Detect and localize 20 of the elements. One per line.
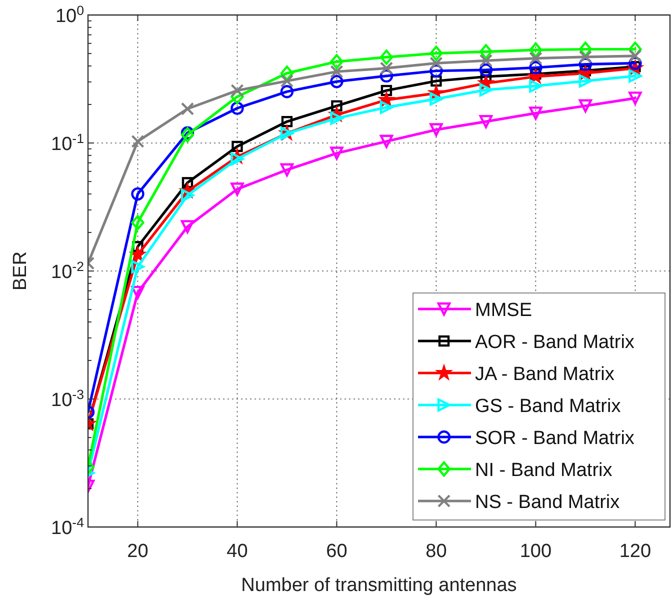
x-axis-title: Number of transmitting antennas — [241, 575, 517, 596]
y-tick-label: 10$^{-2}$ — [51, 258, 84, 283]
x-tick-label: 60 — [326, 541, 348, 562]
legend-label: SOR - Band Matrix — [475, 428, 635, 449]
y-tick-label: 10$^{0}$ — [55, 2, 84, 27]
x-tick-label: 120 — [619, 541, 652, 562]
x-tick-label: 40 — [226, 541, 248, 562]
x-tick-label: 100 — [520, 541, 552, 562]
legend-label: JA - Band Matrix — [475, 364, 615, 385]
legend-label: MMSE — [475, 300, 532, 321]
legend-label: NS - Band Matrix — [475, 492, 620, 513]
legend-label: AOR - Band Matrix — [475, 332, 635, 353]
x-tick-label: 20 — [127, 541, 148, 562]
y-tick-label: 10$^{-4}$ — [51, 514, 84, 539]
legend-label: GS - Band Matrix — [475, 396, 622, 417]
y-tick-label: 10$^{-3}$ — [51, 386, 84, 411]
legend-label: NI - Band Matrix — [475, 460, 613, 481]
y-axis-title: BER — [10, 251, 31, 291]
y-tick-label: 10$^{-1}$ — [51, 130, 84, 155]
x-tick-label: 80 — [426, 541, 447, 562]
